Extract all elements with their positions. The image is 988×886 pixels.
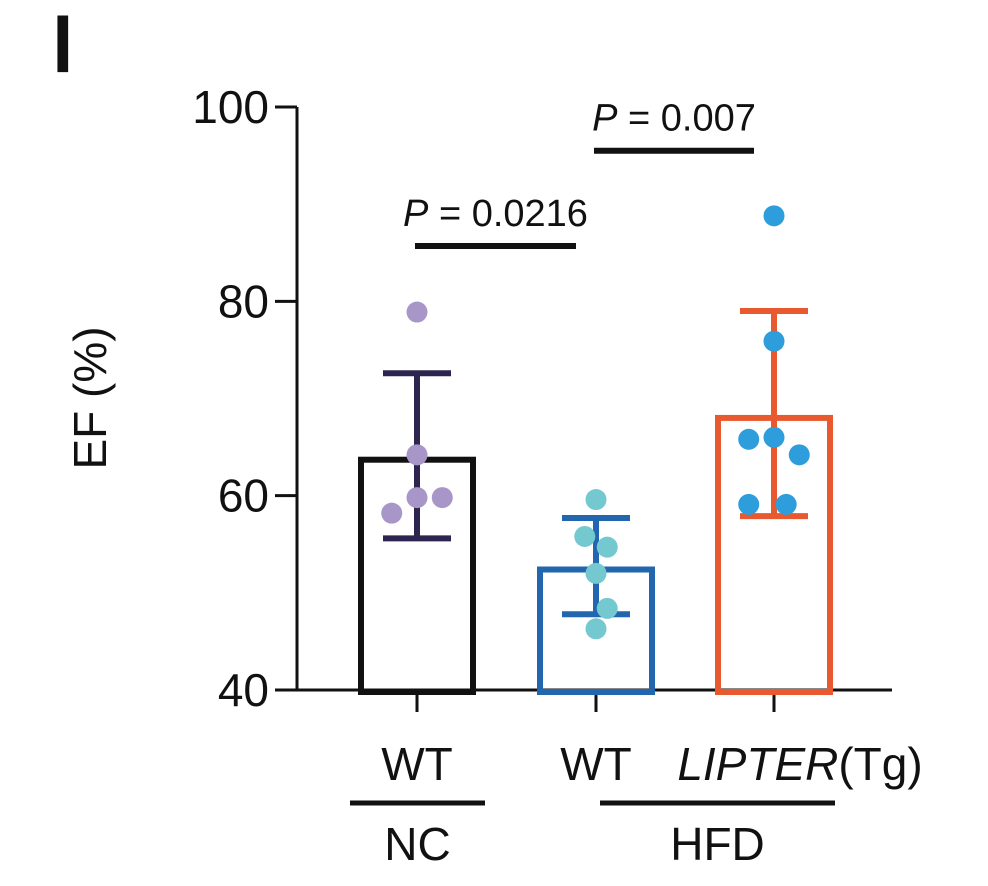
data-point: [431, 487, 453, 509]
y-tick-label: 100: [192, 81, 269, 133]
category-gene-name: LIPTER: [677, 738, 838, 790]
data-point: [596, 597, 618, 619]
group-label-1: HFD: [670, 818, 765, 870]
x-axis-labels: WT WT LIPTER(Tg) NC HFD: [350, 738, 923, 870]
data-point: [381, 502, 403, 524]
data-point: [738, 493, 760, 515]
y-tick-label: 80: [218, 275, 269, 327]
data-points: [381, 205, 810, 640]
pvalue-symbol: P: [403, 193, 429, 235]
data-point: [788, 444, 810, 466]
x-category-label-0: WT: [381, 738, 453, 790]
y-tick-label: 40: [218, 664, 269, 716]
data-point: [585, 562, 607, 584]
data-point: [585, 618, 607, 640]
data-point: [406, 487, 428, 509]
pvalue-number: = 0.0216: [428, 193, 588, 235]
comparison-pvalue-1: P = 0.007: [592, 98, 756, 140]
group-label-0: NC: [384, 818, 450, 870]
panel-label: l: [52, 1, 74, 89]
category-name: WT: [381, 738, 453, 790]
category-suffix: (Tg): [838, 738, 922, 790]
pvalue-number: = 0.007: [617, 98, 755, 140]
pvalue-symbol: P: [592, 98, 618, 140]
axes: 40 60 80 100: [192, 81, 892, 716]
data-point: [763, 426, 785, 448]
category-name: WT: [560, 738, 632, 790]
data-point: [596, 536, 618, 558]
comparison-pvalue-0: P = 0.0216: [403, 193, 588, 235]
x-category-label-1: WT: [560, 738, 632, 790]
data-point: [738, 428, 760, 450]
data-point: [763, 330, 785, 352]
x-category-label-2: LIPTER(Tg): [677, 738, 922, 790]
data-point: [406, 301, 428, 323]
data-point: [775, 493, 797, 515]
data-point: [763, 205, 785, 227]
data-point: [406, 444, 428, 466]
data-point: [574, 525, 596, 547]
y-tick-label: 60: [218, 470, 269, 522]
y-axis-label: EF (%): [64, 326, 116, 469]
data-point: [585, 489, 607, 511]
